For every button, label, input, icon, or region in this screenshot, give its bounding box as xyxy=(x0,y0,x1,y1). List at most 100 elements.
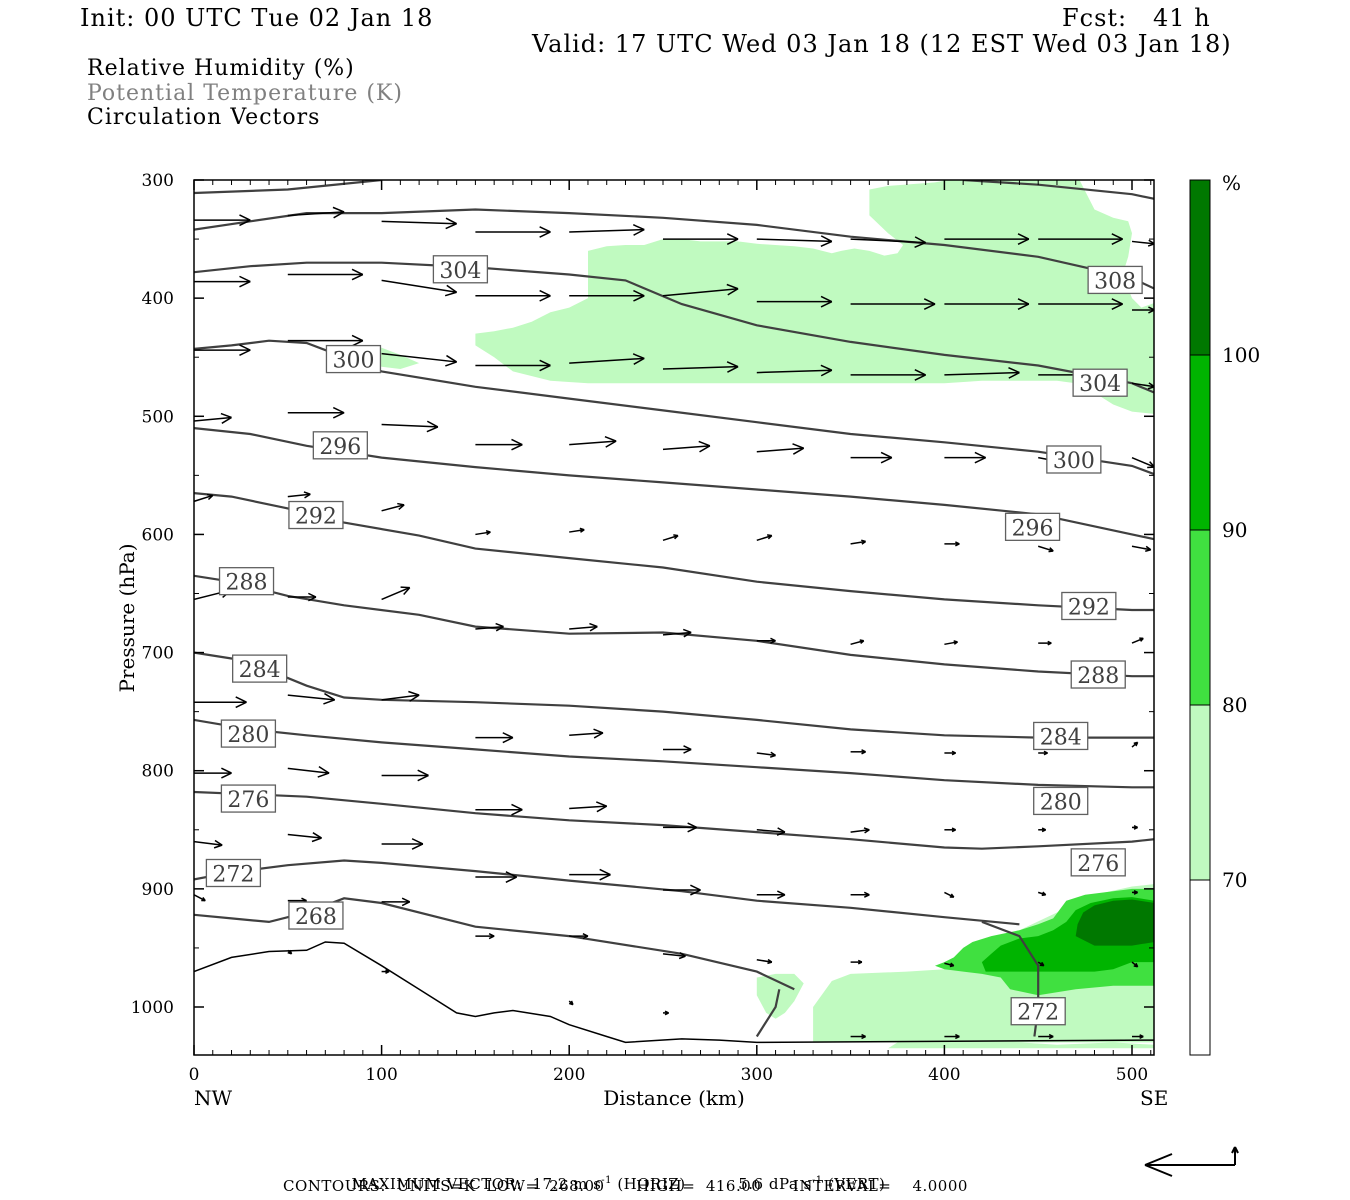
circulation-vector xyxy=(568,1000,574,1006)
circulation-vector xyxy=(662,534,679,542)
circulation-vector xyxy=(287,268,364,281)
circulation-vector xyxy=(381,586,411,601)
circulation-vector xyxy=(662,440,711,453)
circulation-vector xyxy=(944,1033,960,1040)
contour-label-box xyxy=(1033,786,1089,816)
circulation-vector xyxy=(569,868,611,881)
circulation-vector xyxy=(944,298,1030,310)
contour-label: 268 xyxy=(288,901,344,930)
circulation-vector xyxy=(663,1010,669,1016)
circulation-vector xyxy=(944,640,958,646)
colorbar-level-label: 90 xyxy=(1222,518,1247,542)
circulation-vector xyxy=(475,438,523,451)
contour-label-box xyxy=(1004,512,1061,541)
circulation-vector xyxy=(1132,825,1138,830)
reference-vector-icon xyxy=(1144,1146,1239,1177)
terrain-line xyxy=(194,941,1154,1044)
contour-label-text: 276 xyxy=(1077,852,1119,877)
x-tick-label: 0 xyxy=(189,1065,200,1085)
x-tick-label: 500 xyxy=(1116,1065,1148,1085)
circulation-vector xyxy=(850,959,863,965)
contour-label: 272 xyxy=(1010,997,1066,1026)
legend-vectors: Circulation Vectors xyxy=(87,105,321,130)
contour-label-layer: 304 308 300 304 296 300 292 296 288 292 284 288 280 2… xyxy=(205,255,1143,1026)
contour-label-text: 276 xyxy=(227,788,269,813)
x-end-label-left: NW xyxy=(194,1086,233,1110)
contour-label: 296 xyxy=(1004,512,1061,541)
contour-label-box xyxy=(220,784,277,813)
circulation-vector xyxy=(287,406,345,419)
colorbar-level-label: 70 xyxy=(1222,868,1247,892)
circulation-vector xyxy=(569,622,598,632)
theta-contour-308 xyxy=(194,208,1154,290)
circulation-vector xyxy=(850,639,865,646)
contour-label-box xyxy=(1061,591,1117,621)
y-axis-title: Pressure (hPa) xyxy=(115,544,139,693)
vert-exponent: -1 xyxy=(811,1175,823,1186)
circulation-vector xyxy=(1131,961,1139,968)
max-vert-tail: (VERT) xyxy=(827,1175,886,1193)
max-vert-value: 5.6 dPa s xyxy=(738,1175,812,1193)
circulation-vector xyxy=(287,949,293,955)
x-axis-title: Distance (km) xyxy=(603,1086,745,1110)
y-tick-label: 500 xyxy=(142,407,174,427)
circulation-vector xyxy=(944,750,956,756)
circulation-vector xyxy=(381,352,458,367)
y-tick-label: 600 xyxy=(142,525,174,545)
contour-label: 300 xyxy=(325,344,382,374)
circulation-vector xyxy=(194,344,251,357)
circulation-vector xyxy=(194,839,223,849)
colorbar-segment xyxy=(1189,354,1211,531)
contour-label-box xyxy=(1033,721,1089,751)
colorbar-segment xyxy=(1189,704,1211,881)
theta-contour-272 xyxy=(194,859,1020,926)
humidity-colorbar: % 100 90 80 70 xyxy=(1189,171,1260,1056)
x-tick-label: 300 xyxy=(741,1065,773,1085)
contour-label-text: 284 xyxy=(1040,725,1082,750)
contour-label-text: 292 xyxy=(295,505,337,530)
circulation-vector xyxy=(381,838,424,850)
theta-contour-272 xyxy=(755,989,781,1038)
contour-label-box xyxy=(288,901,344,930)
contour-label-box xyxy=(1072,368,1128,397)
circulation-vector xyxy=(475,803,523,816)
circulation-vector xyxy=(850,236,926,249)
contour-label-box xyxy=(232,654,288,683)
circulation-vector xyxy=(381,420,439,433)
contour-label-box xyxy=(1010,997,1066,1026)
circulation-vector xyxy=(1131,545,1152,553)
circulation-vector xyxy=(1131,637,1144,644)
circulation-vector xyxy=(1131,239,1154,247)
circulation-vector xyxy=(287,206,345,219)
circulation-vector xyxy=(756,637,776,644)
circulation-vector xyxy=(569,436,617,448)
circulation-vector xyxy=(756,827,786,836)
circulation-vector xyxy=(1038,233,1123,245)
contour-label-text: 304 xyxy=(1079,372,1121,397)
contour-label-box xyxy=(205,858,262,888)
contour-label: 284 xyxy=(232,654,288,683)
circulation-vector xyxy=(569,527,585,533)
terrain-layer xyxy=(194,941,1154,1044)
circulation-vector xyxy=(756,958,773,965)
circulation-vector xyxy=(850,1033,866,1040)
theta-contour-280 xyxy=(194,718,1154,789)
circulation-vector xyxy=(850,827,870,834)
rh-region-70-80 xyxy=(756,973,804,1019)
circulation-vector xyxy=(194,696,247,709)
circulation-vector xyxy=(944,962,955,968)
max-horiz-value: 17.2 m s xyxy=(532,1175,602,1193)
contour-label: 280 xyxy=(220,719,277,748)
circulation-vector xyxy=(475,530,491,536)
circulation-vector xyxy=(287,832,322,843)
circulation-vector xyxy=(850,298,936,310)
valid-time: Valid: 17 UTC Wed 03 Jan 18 (12 EST Wed … xyxy=(532,30,1232,58)
colorbar-segment xyxy=(1189,879,1211,1056)
circulation-vector xyxy=(662,628,692,638)
x-tick-label: 400 xyxy=(928,1065,960,1085)
circulation-vector xyxy=(662,951,686,960)
contour-info-line: CONTOURS: UNITS=K LOW= 268.00 HIGH= 416.… xyxy=(283,1177,968,1195)
circulation-vector xyxy=(194,767,232,779)
contour-label: 284 xyxy=(1033,721,1089,751)
